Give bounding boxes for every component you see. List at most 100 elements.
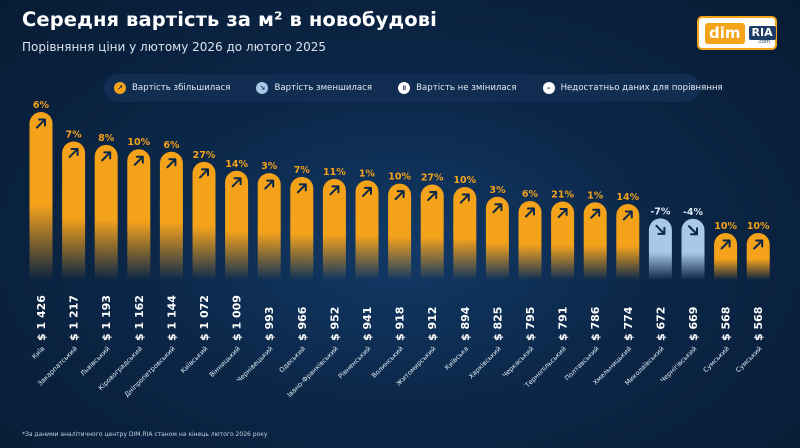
bar [583, 202, 607, 280]
category-label: Київський [179, 345, 209, 375]
logo-dim-text: dim [705, 22, 745, 44]
category-label: Харківський [467, 345, 503, 381]
bar-group: 10% $ 894 Київська [443, 175, 476, 372]
category-label: Рівненський [337, 345, 373, 381]
bar [420, 184, 444, 280]
legend-item-no-data: – Недостатньо даних для порівняння [542, 82, 723, 94]
bar [551, 201, 575, 280]
arrow-up-right-glyph [166, 158, 177, 169]
change-label: 27% [421, 172, 444, 183]
bar [62, 141, 86, 280]
arrow-up-right-glyph [133, 155, 144, 166]
price-label: $ 1 072 [198, 295, 211, 341]
legend-label-decrease: Вартість зменшилася [274, 83, 373, 93]
arrow-up-right-glyph [427, 190, 438, 201]
change-label: 6% [163, 140, 180, 151]
change-label: 10% [453, 175, 476, 186]
change-label: -7% [650, 206, 671, 217]
pause-icon: ॥ [398, 82, 411, 94]
bar [290, 176, 314, 280]
change-label: 27% [193, 150, 216, 161]
arrow-up-right-glyph [622, 210, 633, 221]
price-label: $ 825 [491, 307, 504, 341]
bar [257, 173, 281, 280]
price-label: $ 1 217 [68, 295, 81, 341]
bar [616, 203, 640, 280]
logo-com-text: .com [757, 39, 770, 45]
category-label: Київ [30, 345, 46, 361]
price-label: $ 568 [720, 307, 733, 341]
price-label: $ 894 [459, 306, 472, 341]
price-label: $ 669 [687, 307, 700, 341]
change-label: 8% [98, 133, 115, 144]
bar-group: 10% $ 568 Сумський [734, 221, 770, 374]
category-label: Черкаський [501, 345, 536, 380]
bar [388, 183, 412, 280]
change-label: 1% [587, 190, 604, 201]
change-label: 3% [261, 161, 278, 172]
category-label: Волинський [370, 345, 405, 380]
change-label: 1% [359, 168, 376, 179]
bar [485, 196, 509, 280]
arrow-up-right-glyph [199, 168, 209, 179]
change-label: 14% [616, 192, 639, 203]
arrow-up-right-glyph [492, 203, 503, 214]
logo-ria-text: RIA [748, 26, 776, 40]
category-label: Київська [443, 345, 470, 372]
arrow-down-right-glyph [688, 225, 698, 236]
arrow-down-right-glyph [655, 224, 666, 235]
arrow-up-right-glyph [296, 183, 307, 194]
legend-item-decrease: ↘ Вартість зменшилася [256, 82, 372, 94]
bar [518, 200, 542, 280]
bar [225, 170, 249, 280]
bar-group: 7% $ 966 Одеський [278, 165, 314, 374]
price-label: $ 1 426 [35, 295, 48, 341]
arrow-up-right-glyph [753, 239, 764, 250]
change-label: 10% [747, 221, 770, 232]
arrow-up-right-glyph [557, 208, 568, 219]
bar [29, 112, 53, 281]
arrow-up-right-glyph [459, 193, 470, 204]
bar [127, 149, 151, 280]
price-label: $ 786 [589, 306, 602, 341]
bar [355, 180, 379, 280]
arrow-up-right-glyph [394, 190, 405, 201]
page-title: Середня вартість за м² в новобудові [22, 8, 437, 31]
bar-group: 27% $ 1 072 Київський [179, 150, 216, 375]
price-label: $ 952 [328, 307, 341, 341]
minus-icon: – [542, 82, 555, 94]
price-label: $ 791 [557, 307, 570, 341]
category-label: Вінницький [208, 345, 242, 379]
page-subtitle: Порівняння ціни у лютому 2026 до лютого … [22, 40, 327, 54]
arrow-down-right-icon: ↘ [256, 82, 269, 94]
arrow-up-right-glyph [36, 118, 46, 129]
bar [714, 233, 738, 280]
bar [453, 187, 477, 280]
bar [681, 218, 705, 280]
price-label: $ 672 [654, 307, 667, 341]
chart-legend: ↗ Вартість збільшилася ↘ Вартість зменши… [104, 74, 723, 102]
arrow-up-right-glyph [525, 207, 535, 218]
change-label: 6% [522, 189, 539, 200]
bar-group: 6% $ 1 426 Київ [29, 100, 53, 361]
legend-label-increase: Вартість збільшилася [132, 83, 231, 93]
change-label: 14% [225, 159, 248, 170]
bar [94, 144, 118, 280]
change-label: 10% [388, 172, 411, 183]
category-label: Львівський [79, 345, 112, 378]
arrow-up-right-glyph [264, 179, 275, 190]
bar [648, 218, 672, 280]
price-label: $ 941 [361, 307, 374, 341]
price-label: $ 1 009 [231, 295, 244, 341]
price-label: $ 993 [263, 307, 276, 341]
arrow-up-right-glyph [720, 239, 731, 250]
price-label: $ 774 [622, 306, 635, 341]
arrow-up-right-glyph [329, 185, 340, 196]
arrow-up-right-glyph [101, 151, 112, 162]
arrow-up-right-icon: ↗ [114, 82, 126, 94]
bar-group: 10% $ 568 Сумський [702, 221, 738, 374]
price-label: $ 918 [394, 307, 407, 341]
change-label: 11% [323, 167, 346, 178]
change-label: 7% [294, 165, 311, 176]
